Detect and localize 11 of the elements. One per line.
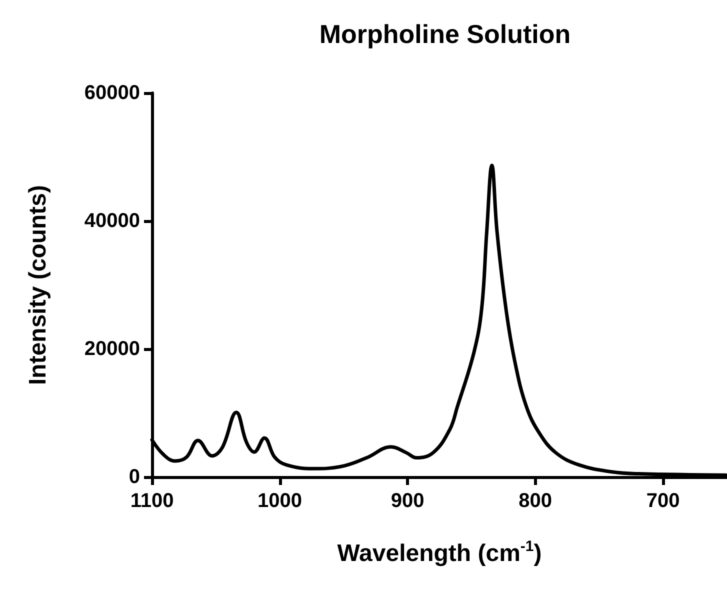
x-tick-label: 1100 bbox=[130, 490, 174, 512]
x-tick-label: 800 bbox=[518, 490, 552, 512]
chart-title: Morpholine Solution bbox=[319, 19, 571, 49]
x-tick-label: 700 bbox=[646, 490, 680, 512]
y-tick-label: 60000 bbox=[84, 82, 140, 104]
y-axis-title: Intensity (counts) bbox=[24, 184, 52, 386]
x-tick-label: 1000 bbox=[258, 490, 302, 512]
y-tick-label: 40000 bbox=[84, 210, 140, 232]
x-tick-label: 900 bbox=[390, 490, 424, 512]
y-tick-label: 0 bbox=[128, 466, 140, 488]
y-tick-label: 20000 bbox=[84, 338, 140, 360]
